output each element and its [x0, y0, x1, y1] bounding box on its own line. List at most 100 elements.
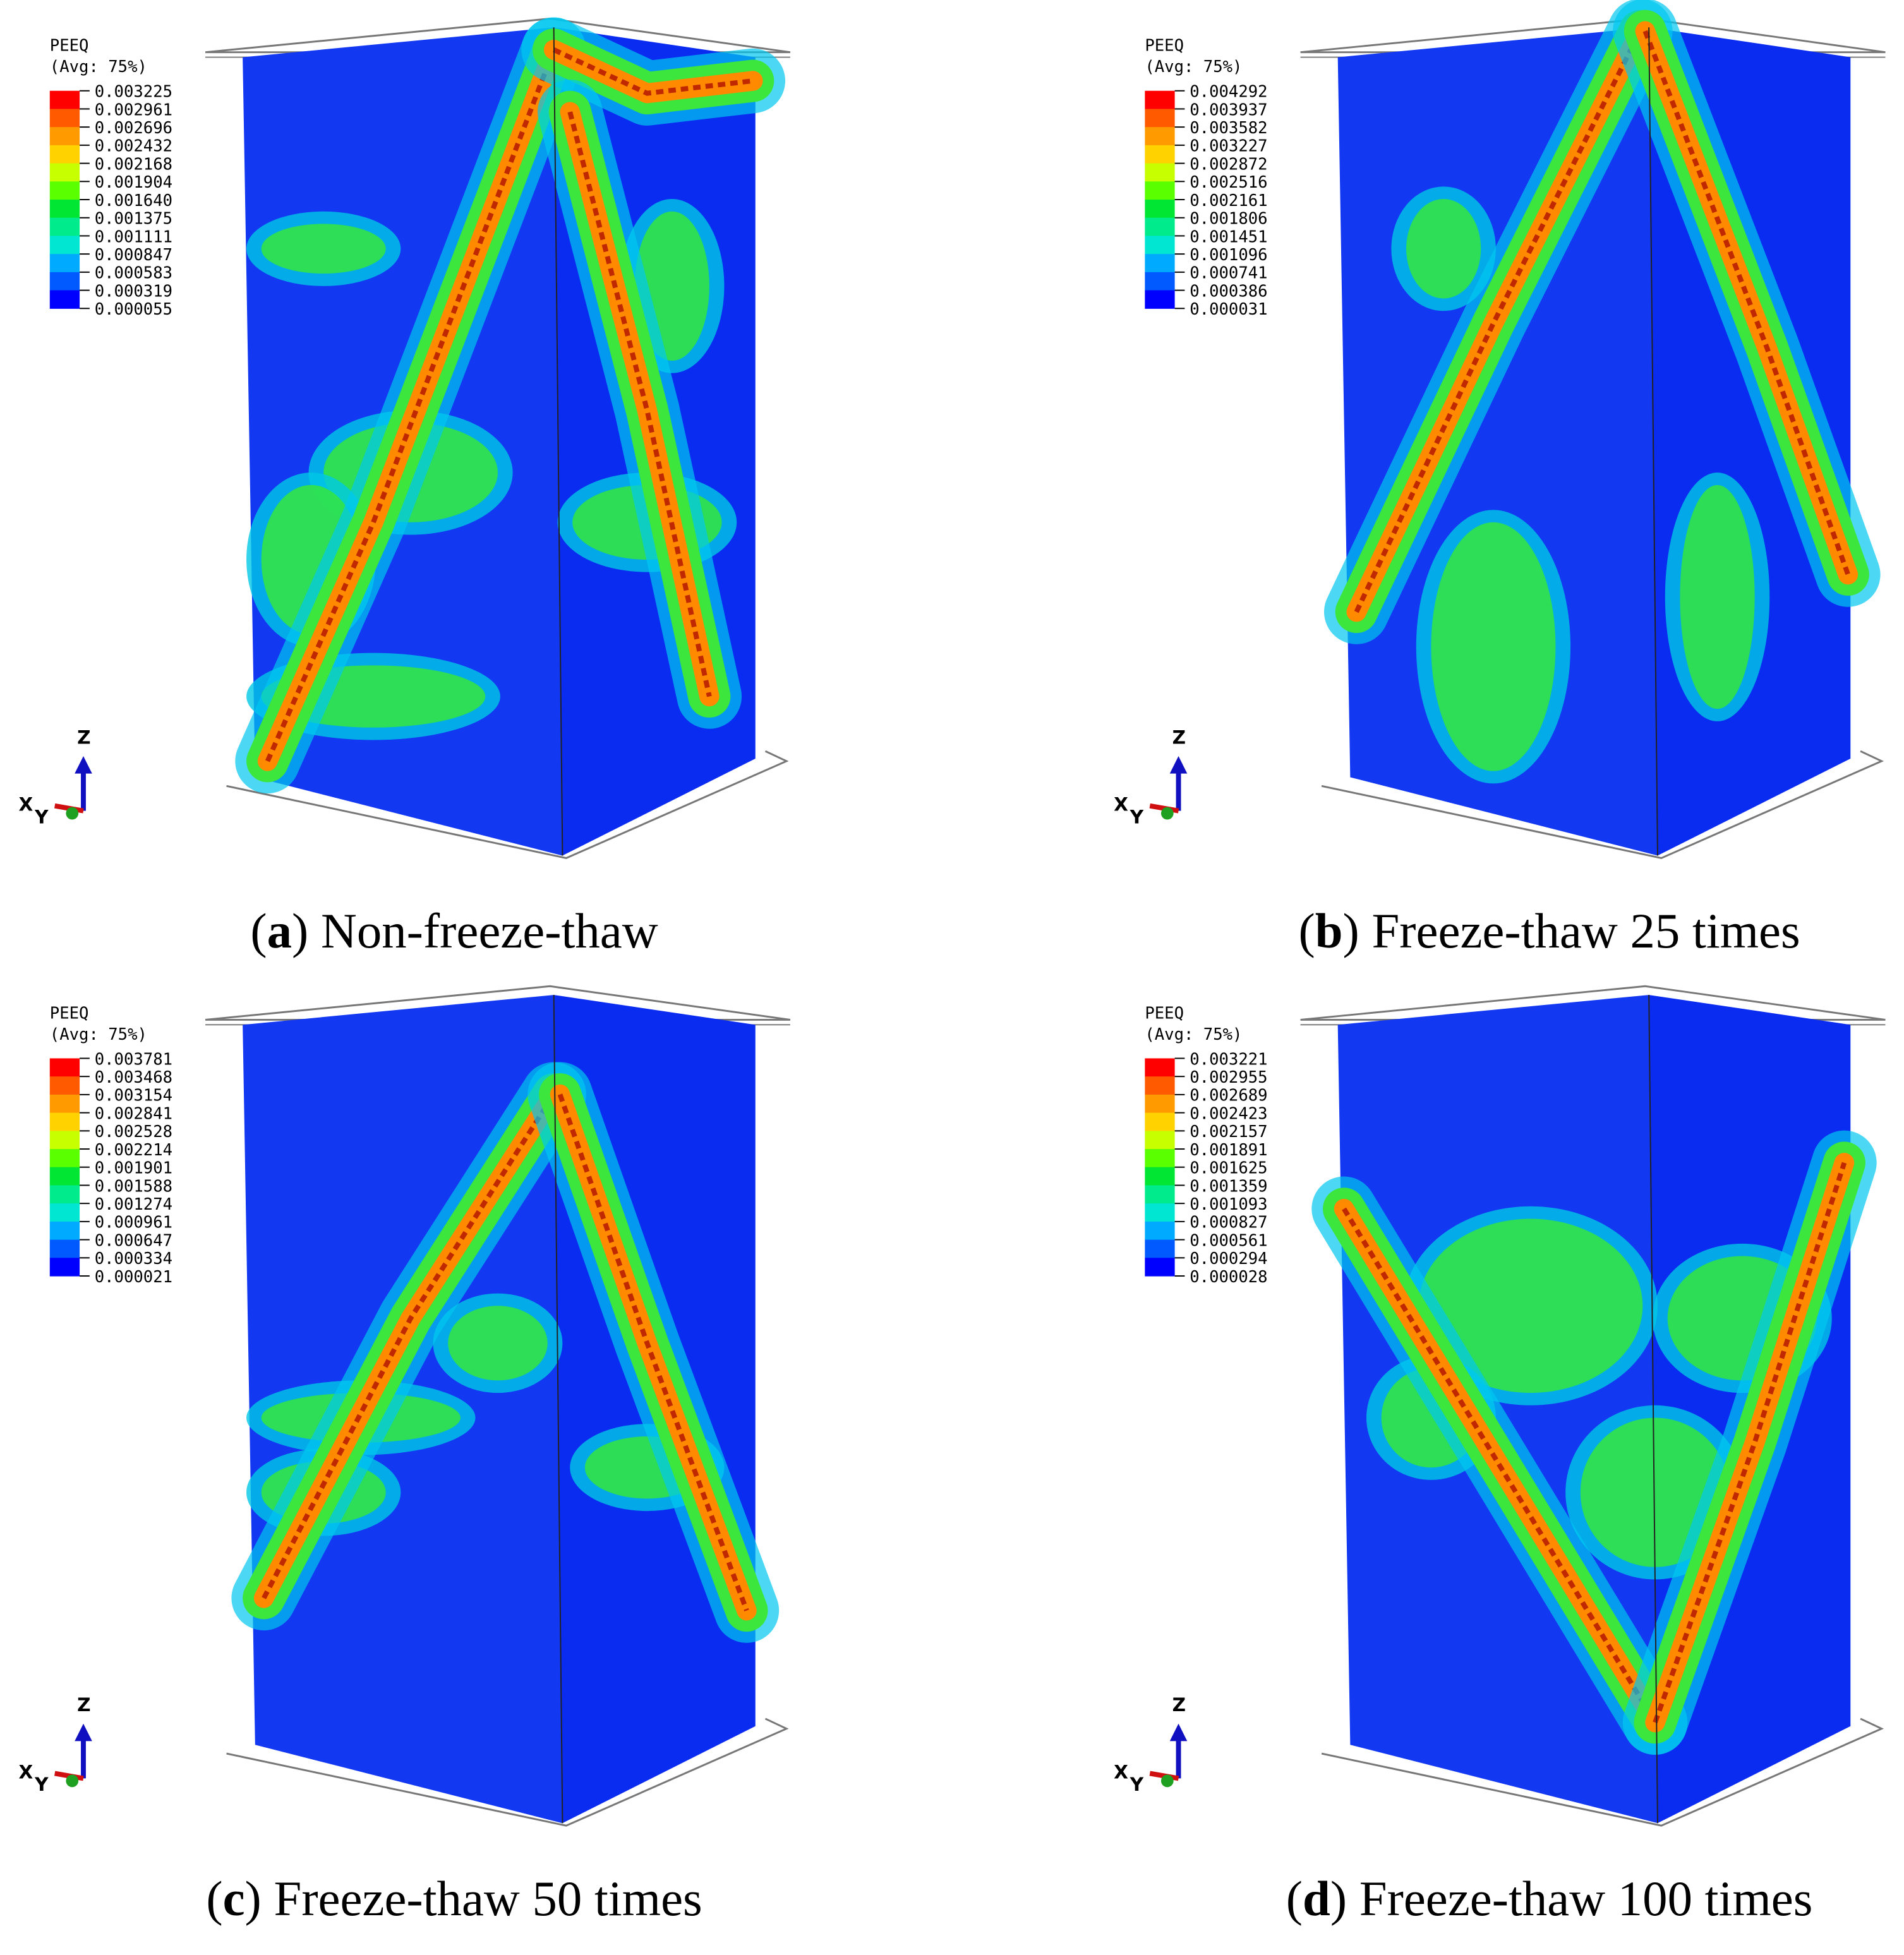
legend-label: 0.000561	[1190, 1231, 1267, 1250]
legend-label: 0.002516	[1190, 173, 1267, 192]
legend-swatch	[49, 1258, 80, 1277]
legend-swatch	[1145, 1185, 1175, 1204]
legend-label: 0.002955	[1190, 1068, 1267, 1087]
legend-title: PEEQ	[1145, 1004, 1184, 1023]
legend-swatch	[49, 1058, 80, 1077]
legend-swatch	[49, 1167, 80, 1186]
legend-label: 0.001891	[1190, 1141, 1267, 1160]
triad-y-label: Y	[34, 1774, 49, 1795]
legend-label: 0.000741	[1190, 264, 1267, 283]
legend-label: 0.002432	[95, 137, 172, 156]
legend-label: 0.002841	[95, 1104, 172, 1123]
legend-label: 0.000055	[95, 300, 172, 319]
triad-z-head	[75, 756, 92, 774]
legend-label: 0.002696	[95, 119, 172, 138]
legend-swatch	[49, 163, 80, 182]
legend-swatch	[1145, 1221, 1175, 1241]
bottom-plate	[226, 1717, 789, 1827]
contour-blob	[1418, 1218, 1643, 1393]
legend-title: PEEQ	[50, 37, 89, 56]
triad-z-head	[1169, 756, 1188, 774]
contour-blob	[1431, 522, 1556, 771]
legend-swatch	[1145, 1112, 1175, 1131]
legend-label: 0.000827	[1190, 1213, 1267, 1232]
panel: PEEQ(Avg: 75%)0.0032250.0029610.0026960.…	[19, 17, 791, 959]
crack-core	[1342, 1207, 1658, 1724]
legend-swatch	[49, 1221, 80, 1241]
legend-label: 0.001806	[1190, 210, 1267, 229]
legend-label: 0.003937	[1190, 100, 1267, 119]
legend-swatch	[49, 127, 80, 146]
triad-z-label: Z	[77, 1694, 90, 1716]
legend-label: 0.000386	[1190, 282, 1267, 301]
caption: (a) Non-freeze-thaw	[250, 904, 658, 959]
legend-label: 0.000031	[1190, 300, 1267, 319]
triad-y	[66, 1774, 79, 1788]
caption: (c) Freeze-thaw 50 times	[206, 1872, 702, 1927]
legend-swatch	[49, 1149, 80, 1168]
legend-swatch	[1145, 1258, 1175, 1277]
caption-part: ) Freeze-thaw 50 times	[245, 1872, 702, 1927]
legend-label: 0.001096	[1190, 246, 1267, 265]
legend-swatch	[1145, 1058, 1175, 1077]
legend-label: 0.002157	[1190, 1122, 1267, 1141]
caption-part: (	[1298, 904, 1315, 959]
triad-y-label: Y	[34, 806, 49, 827]
edge	[1648, 27, 1658, 856]
legend-swatch	[49, 217, 80, 237]
legend-label: 0.002168	[95, 155, 172, 174]
legend-label: 0.001901	[95, 1159, 172, 1178]
panel: PEEQ(Avg: 75%)0.0032210.0029550.0026890.…	[1114, 985, 1886, 1927]
panel: PEEQ(Avg: 75%)0.0042920.0039370.0035820.…	[1114, 0, 1886, 959]
caption-part: d	[1303, 1872, 1330, 1927]
caption-part: c	[223, 1872, 245, 1927]
legend-swatch	[49, 1185, 80, 1204]
legend-title: PEEQ	[1145, 37, 1184, 56]
triad-z-label: Z	[77, 726, 90, 748]
legend-swatch	[1145, 217, 1175, 237]
edge	[1648, 995, 1658, 1824]
legend-swatch	[1145, 1076, 1175, 1095]
legend-swatch	[49, 254, 80, 273]
legend-label: 0.003154	[95, 1086, 172, 1105]
legend-swatch	[49, 109, 80, 128]
contour-blob	[261, 224, 386, 274]
crack-core	[1642, 30, 1851, 575]
legend-swatch	[49, 181, 80, 200]
contour-blob	[1406, 199, 1481, 299]
legend-swatch	[1145, 181, 1175, 200]
legend-swatch	[49, 290, 80, 309]
triad-x-label: X	[19, 794, 33, 815]
legend-swatch	[1145, 1094, 1175, 1114]
legend-swatch	[49, 1203, 80, 1222]
legend-label: 0.001640	[95, 191, 172, 210]
caption: (d) Freeze-thaw 100 times	[1286, 1872, 1813, 1927]
legend-label: 0.001451	[1190, 227, 1267, 246]
bottom-plate	[1321, 750, 1884, 860]
caption-part: (	[250, 904, 267, 959]
triad-z-head	[75, 1723, 92, 1741]
legend-swatch	[1145, 127, 1175, 146]
legend-swatch	[1145, 1239, 1175, 1258]
legend-swatch	[49, 1239, 80, 1258]
legend-swatch	[1145, 290, 1175, 309]
legend-swatch	[49, 199, 80, 219]
crack-core	[265, 49, 557, 762]
caption-part: ) Freeze-thaw 25 times	[1343, 904, 1800, 959]
caption-part: (	[206, 1872, 222, 1927]
triad-y-label: Y	[1130, 1774, 1144, 1795]
triad-y	[1160, 1774, 1174, 1788]
crack	[1645, 1153, 1855, 1733]
legend-swatch	[1145, 1149, 1175, 1168]
edge	[553, 995, 563, 1824]
legend-label: 0.001359	[1190, 1177, 1267, 1196]
legend-label: 0.003781	[95, 1050, 172, 1069]
legend-label: 0.001274	[95, 1195, 172, 1214]
legend-swatch	[49, 90, 80, 110]
legend-label: 0.003227	[1190, 137, 1267, 156]
legend-label: 0.000647	[95, 1231, 172, 1250]
legend-label: 0.000294	[1190, 1249, 1267, 1268]
